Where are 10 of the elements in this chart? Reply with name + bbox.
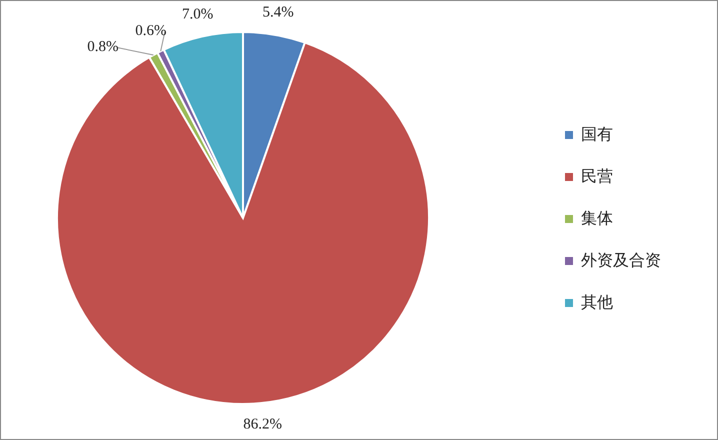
data-label: 0.6%	[135, 22, 167, 39]
legend-label: 集体	[581, 208, 613, 228]
data-label: 5.4%	[262, 4, 294, 20]
data-label: 86.2%	[243, 416, 282, 433]
legend-label: 其他	[581, 292, 613, 312]
legend-label: 外资及合资	[581, 250, 661, 270]
data-label: 7.0%	[182, 6, 214, 22]
data-label: 0.8%	[87, 38, 119, 55]
legend-label: 民营	[581, 166, 613, 186]
legend-label: 国有	[581, 124, 613, 144]
